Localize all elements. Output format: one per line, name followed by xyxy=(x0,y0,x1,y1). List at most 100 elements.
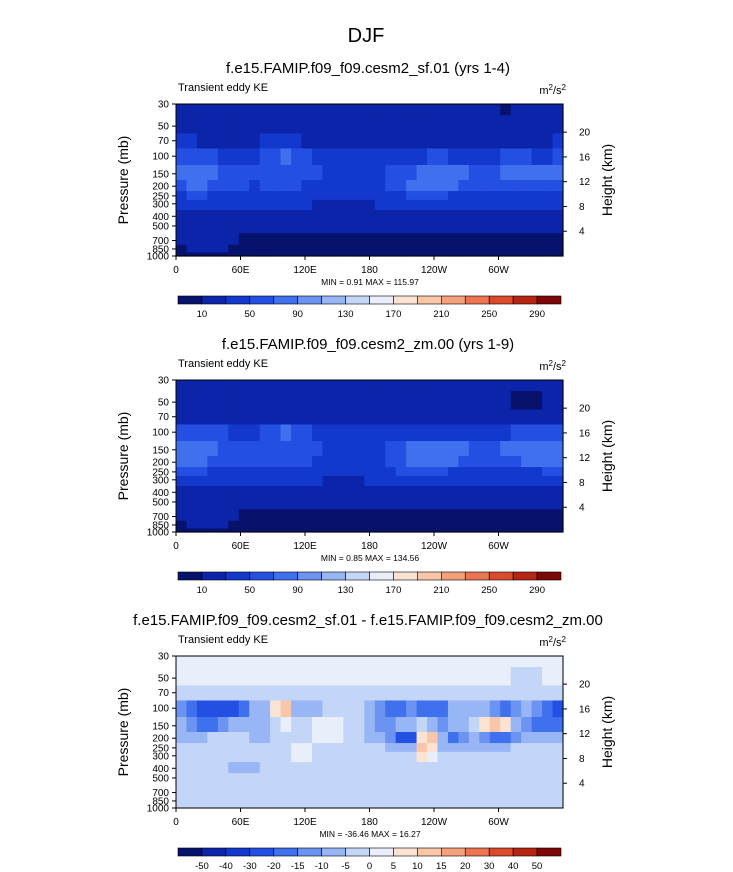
heatmap-cell xyxy=(374,199,386,211)
heatmap-cell xyxy=(228,685,240,702)
heatmap-cell xyxy=(374,467,386,477)
heatmap-cell xyxy=(259,773,271,786)
colorbar-swatch xyxy=(297,571,322,581)
heatmap-cell xyxy=(259,456,271,468)
colorbar-label: 130 xyxy=(338,585,354,596)
x-tick-label: 180 xyxy=(361,541,378,552)
heatmap-cell xyxy=(332,796,344,806)
heatmap-cell xyxy=(270,391,282,411)
heatmap-cell xyxy=(374,424,386,442)
y-axis-label: Pressure (mb) xyxy=(115,688,131,777)
heatmap-cell xyxy=(280,221,292,234)
heatmap-cell xyxy=(416,424,428,442)
heatmap-cell xyxy=(228,667,240,687)
heatmap-cell xyxy=(437,221,449,234)
heatmap-cell xyxy=(270,244,282,254)
heatmap-cell xyxy=(280,804,292,809)
heatmap-cell xyxy=(259,133,271,150)
heatmap-cell xyxy=(385,732,397,744)
heatmap-cell xyxy=(364,773,376,786)
heatmap-cell xyxy=(458,180,470,192)
heatmap-cell xyxy=(176,716,188,733)
y-tick-label: 700 xyxy=(152,512,169,523)
heatmap-cell xyxy=(291,115,303,135)
heatmap-cell xyxy=(343,732,355,744)
heatmap-cell xyxy=(238,115,250,135)
x-tick-label: 120W xyxy=(421,541,448,552)
heatmap-cell xyxy=(238,716,250,733)
colorbar-label: -5 xyxy=(341,861,349,872)
heatmap-cell xyxy=(427,409,439,426)
heatmap-cell xyxy=(468,685,480,702)
heatmap-cell xyxy=(427,133,439,150)
heatmap-cell xyxy=(458,221,470,234)
heatmap-cell xyxy=(217,233,229,246)
heatmap-cell xyxy=(186,191,198,201)
heatmap-cell xyxy=(196,252,208,257)
heatmap-cell xyxy=(176,785,188,798)
heatmap-cell xyxy=(427,509,439,522)
heatmap-cell xyxy=(542,133,554,150)
heatmap-cell xyxy=(500,456,512,468)
heatmap-cell xyxy=(259,244,271,254)
heatmap-cell xyxy=(217,456,229,468)
heatmap-cell xyxy=(322,467,334,477)
chart-units: m2/s2 xyxy=(539,359,566,373)
heatmap-cell xyxy=(437,804,449,809)
heatmap-cell xyxy=(510,191,522,201)
y-tick-label: 1000 xyxy=(147,528,170,539)
heatmap-cell xyxy=(489,210,501,222)
heatmap-cell xyxy=(447,804,460,809)
heatmap-cell xyxy=(468,700,480,718)
heatmap-cell xyxy=(228,180,240,192)
heatmap-cell xyxy=(322,751,334,763)
heatmap-cell xyxy=(259,762,271,774)
heatmap-cell xyxy=(228,804,240,809)
colorbar-label: 50 xyxy=(245,585,256,596)
heatmap-cell xyxy=(521,233,533,246)
heatmap-cell xyxy=(270,497,282,510)
heatmap-cell xyxy=(311,475,324,487)
heatmap-cell xyxy=(374,762,386,774)
heatmap-cell xyxy=(385,456,397,468)
heatmap-cell xyxy=(542,380,554,392)
colorbar-swatch xyxy=(393,295,418,305)
colorbar-label: 170 xyxy=(386,585,402,596)
heatmap-cell xyxy=(291,148,303,166)
heatmap-cell xyxy=(217,520,229,530)
heatmap-cell xyxy=(301,221,313,234)
heatmap-cell xyxy=(343,486,355,498)
heatmap-cell xyxy=(301,252,313,257)
heatmap-cell xyxy=(364,497,376,510)
heatmap-cell xyxy=(270,191,282,201)
heatmap-cell xyxy=(238,520,250,530)
heatmap-cell xyxy=(280,210,292,222)
heatmap-cell xyxy=(500,743,512,753)
heatmap-cell xyxy=(311,180,324,192)
heatmap-cell xyxy=(228,467,240,477)
heatmap-cell xyxy=(228,520,240,530)
heatmap-cell xyxy=(217,751,229,763)
heatmap-cell xyxy=(311,210,324,222)
heatmap-cell xyxy=(301,191,313,201)
colorbar-swatch xyxy=(249,571,275,581)
colorbar-swatch xyxy=(201,571,227,581)
heatmap-cell xyxy=(249,716,261,733)
heatmap-cell xyxy=(437,685,449,702)
heatmap-cell xyxy=(207,391,219,411)
chart-panel-1: f.e15.FAMIP.f09_f09.cesm2_sf.01 (yrs 1-4… xyxy=(115,60,615,320)
heatmap-cell xyxy=(322,475,334,487)
heatmap-cell xyxy=(196,743,208,753)
heatmap-cell xyxy=(186,380,198,392)
heatmap-cell xyxy=(542,486,554,498)
heatmap-cell xyxy=(311,804,324,809)
y-tick-label: 30 xyxy=(158,652,170,663)
colorbar-swatch xyxy=(297,295,322,305)
heatmap-cell xyxy=(427,497,439,510)
colorbar-label: 0 xyxy=(367,861,372,872)
heatmap-cell xyxy=(332,115,344,135)
heatmap-cell xyxy=(427,467,439,477)
heatmap-cell xyxy=(385,180,397,192)
heatmap-cell xyxy=(510,164,522,181)
heatmap-cell xyxy=(332,497,344,510)
